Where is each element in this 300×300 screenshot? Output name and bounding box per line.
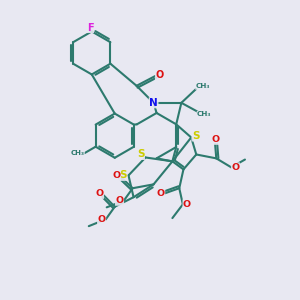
Text: O: O (116, 196, 124, 205)
Text: F: F (87, 22, 94, 33)
Text: CH₃: CH₃ (197, 111, 212, 117)
Text: O: O (231, 163, 239, 172)
Text: O: O (112, 171, 121, 180)
Text: S: S (119, 170, 127, 180)
Text: N: N (149, 98, 158, 108)
Text: O: O (183, 200, 191, 209)
Text: O: O (211, 135, 219, 144)
Text: CH₃: CH₃ (70, 150, 84, 156)
Text: S: S (192, 131, 200, 141)
Text: S: S (137, 149, 145, 160)
Text: O: O (95, 189, 104, 198)
Text: O: O (98, 215, 106, 224)
Text: O: O (157, 189, 165, 198)
Text: CH₃: CH₃ (196, 83, 210, 89)
Text: O: O (155, 70, 164, 80)
